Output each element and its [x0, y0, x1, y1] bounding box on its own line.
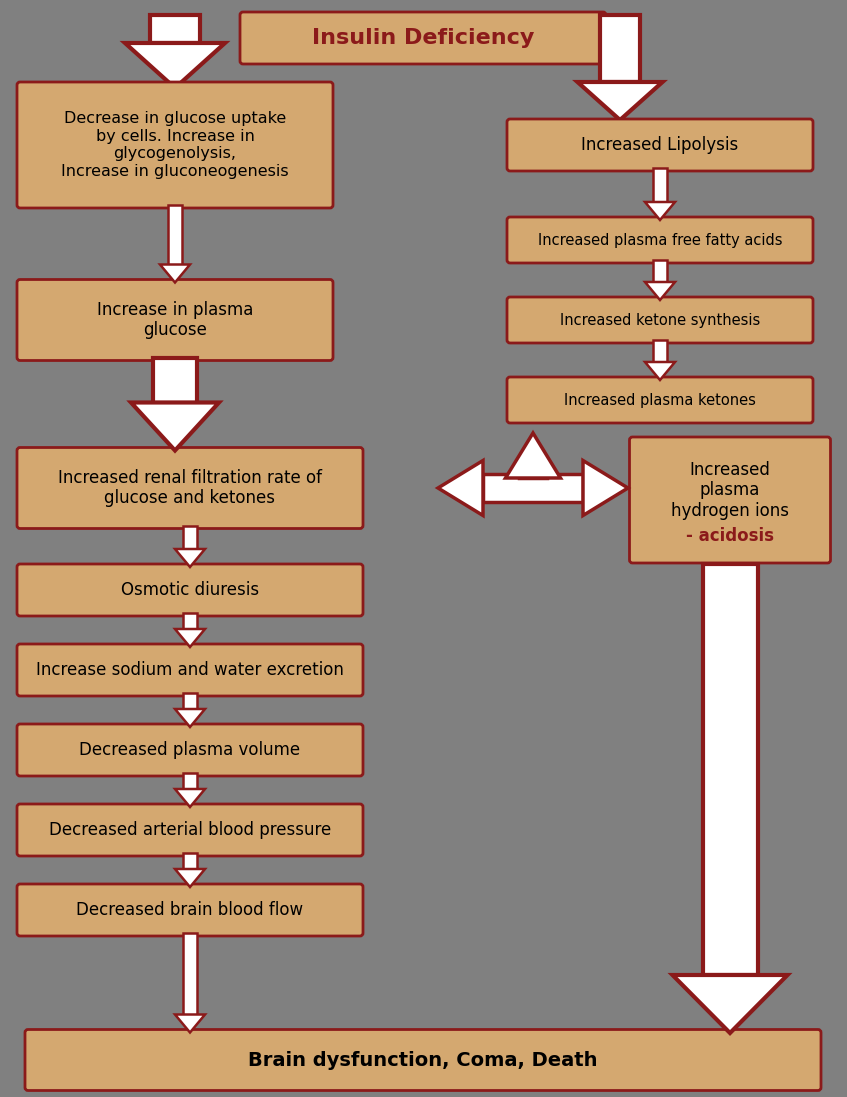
FancyBboxPatch shape — [629, 437, 831, 563]
Polygon shape — [645, 202, 675, 220]
Text: Increase in plasma
glucose: Increase in plasma glucose — [97, 301, 253, 339]
Polygon shape — [583, 461, 628, 516]
Polygon shape — [653, 260, 667, 282]
Polygon shape — [175, 1015, 205, 1032]
Polygon shape — [125, 43, 225, 88]
Text: Osmotic diuresis: Osmotic diuresis — [121, 581, 259, 599]
Polygon shape — [645, 362, 675, 380]
FancyBboxPatch shape — [25, 1029, 821, 1090]
Text: Decreased plasma volume: Decreased plasma volume — [80, 740, 301, 759]
Polygon shape — [175, 629, 205, 647]
Text: Increased plasma ketones: Increased plasma ketones — [564, 393, 756, 407]
FancyBboxPatch shape — [17, 448, 363, 529]
FancyBboxPatch shape — [17, 884, 363, 936]
FancyBboxPatch shape — [17, 564, 363, 617]
Text: Insulin Deficiency: Insulin Deficiency — [312, 29, 534, 48]
Polygon shape — [519, 474, 547, 478]
Polygon shape — [653, 340, 667, 362]
Text: Decrease in glucose uptake
by cells. Increase in
glycogenolysis,
Increase in glu: Decrease in glucose uptake by cells. Inc… — [61, 112, 289, 179]
Polygon shape — [175, 709, 205, 727]
FancyBboxPatch shape — [17, 280, 333, 361]
FancyBboxPatch shape — [240, 12, 606, 64]
Polygon shape — [160, 264, 190, 283]
Polygon shape — [183, 773, 197, 789]
Text: Decreased arterial blood pressure: Decreased arterial blood pressure — [49, 821, 331, 839]
Polygon shape — [438, 461, 483, 516]
FancyBboxPatch shape — [17, 82, 333, 208]
Text: Brain dysfunction, Coma, Death: Brain dysfunction, Coma, Death — [248, 1051, 598, 1070]
Text: Increased Lipolysis: Increased Lipolysis — [581, 136, 739, 154]
Text: Increased ketone synthesis: Increased ketone synthesis — [560, 313, 760, 328]
Text: Increased plasma free fatty acids: Increased plasma free fatty acids — [538, 233, 783, 248]
Polygon shape — [168, 205, 182, 264]
Text: Increased renal filtration rate of
glucose and ketones: Increased renal filtration rate of gluco… — [58, 468, 322, 508]
Text: - acidosis: - acidosis — [686, 527, 774, 545]
FancyBboxPatch shape — [507, 118, 813, 171]
Polygon shape — [506, 433, 561, 478]
Polygon shape — [183, 853, 197, 869]
Polygon shape — [645, 282, 675, 299]
Polygon shape — [183, 525, 197, 548]
Polygon shape — [131, 403, 219, 451]
Polygon shape — [702, 564, 757, 975]
Polygon shape — [175, 548, 205, 567]
Polygon shape — [175, 869, 205, 887]
Polygon shape — [673, 975, 788, 1033]
Text: Increased
plasma
hydrogen ions: Increased plasma hydrogen ions — [671, 461, 789, 520]
FancyBboxPatch shape — [17, 804, 363, 856]
Polygon shape — [483, 474, 583, 502]
FancyBboxPatch shape — [507, 217, 813, 263]
Polygon shape — [183, 693, 197, 709]
Polygon shape — [653, 168, 667, 202]
FancyBboxPatch shape — [507, 297, 813, 343]
Polygon shape — [183, 934, 197, 1015]
Polygon shape — [600, 15, 640, 82]
FancyBboxPatch shape — [17, 724, 363, 776]
Polygon shape — [150, 15, 200, 43]
Polygon shape — [153, 358, 197, 403]
Text: Increase sodium and water excretion: Increase sodium and water excretion — [36, 661, 344, 679]
Polygon shape — [578, 82, 662, 120]
FancyBboxPatch shape — [17, 644, 363, 695]
FancyBboxPatch shape — [507, 377, 813, 423]
Text: Decreased brain blood flow: Decreased brain blood flow — [76, 901, 303, 919]
Polygon shape — [183, 613, 197, 629]
Polygon shape — [175, 789, 205, 807]
